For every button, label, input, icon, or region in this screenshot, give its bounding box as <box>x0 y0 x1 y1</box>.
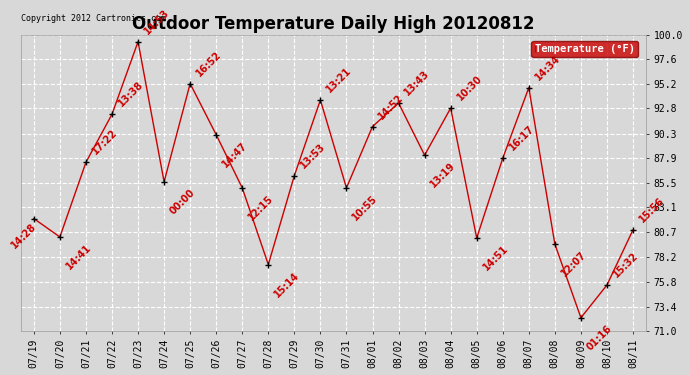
Text: 01:16: 01:16 <box>585 323 614 352</box>
Text: 13:38: 13:38 <box>116 80 145 109</box>
Text: 16:17: 16:17 <box>507 124 536 153</box>
Text: 15:32: 15:32 <box>611 251 640 279</box>
Text: 14:34: 14:34 <box>533 53 562 82</box>
Text: 10:30: 10:30 <box>455 74 484 103</box>
Legend: Temperature (°F): Temperature (°F) <box>531 41 638 57</box>
Text: 10:55: 10:55 <box>351 194 380 222</box>
Text: 14:41: 14:41 <box>64 243 93 272</box>
Text: 13:53: 13:53 <box>299 141 328 170</box>
Text: 12:15: 12:15 <box>246 194 275 222</box>
Text: 15:14: 15:14 <box>273 270 302 299</box>
Text: 12:07: 12:07 <box>559 250 588 279</box>
Title: Outdoor Temperature Daily High 20120812: Outdoor Temperature Daily High 20120812 <box>132 15 535 33</box>
Text: 14:51: 14:51 <box>481 243 510 273</box>
Text: 17:22: 17:22 <box>90 128 119 157</box>
Text: 16:52: 16:52 <box>195 49 224 78</box>
Text: 14:28: 14:28 <box>9 221 38 251</box>
Text: 15:56: 15:56 <box>637 195 666 224</box>
Text: 13:21: 13:21 <box>324 65 353 94</box>
Text: 14:53: 14:53 <box>142 7 171 36</box>
Text: 13:19: 13:19 <box>428 161 457 190</box>
Text: 14:47: 14:47 <box>220 140 249 169</box>
Text: 14:52: 14:52 <box>377 92 406 121</box>
Text: 00:00: 00:00 <box>168 188 197 216</box>
Text: 13:43: 13:43 <box>403 69 432 98</box>
Text: Copyright 2012 Cartronics.com: Copyright 2012 Cartronics.com <box>21 13 166 22</box>
